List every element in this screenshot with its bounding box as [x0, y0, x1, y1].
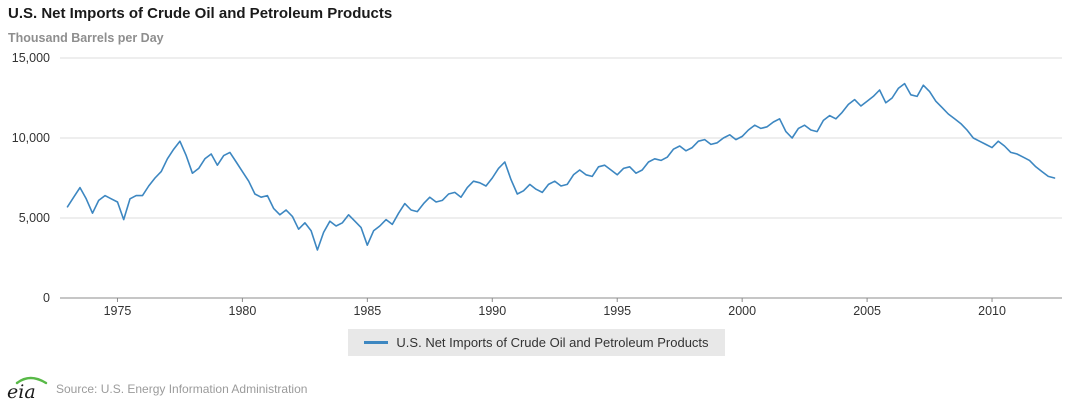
chart-y-axis-units-label: Thousand Barrels per Day [8, 31, 164, 45]
chart-title: U.S. Net Imports of Crude Oil and Petrol… [8, 5, 393, 22]
svg-text:1980: 1980 [229, 304, 257, 318]
eia-logo-icon: eia [7, 376, 48, 403]
svg-text:15,000: 15,000 [12, 51, 50, 65]
legend-label: U.S. Net Imports of Crude Oil and Petrol… [396, 335, 709, 350]
svg-text:2005: 2005 [853, 304, 881, 318]
svg-text:1985: 1985 [353, 304, 381, 318]
svg-text:1990: 1990 [478, 304, 506, 318]
source-attribution: Source: U.S. Energy Information Administ… [56, 382, 308, 396]
svg-text:1995: 1995 [603, 304, 631, 318]
footer: eia Source: U.S. Energy Information Admi… [6, 374, 307, 404]
line-chart-plot-area: 0 5,000 10,000 15,000 1975 1980 1985 1990 1995 20… [12, 51, 1062, 318]
eia-logo-text: eia [7, 381, 36, 403]
svg-text:5,000: 5,000 [19, 211, 50, 225]
svg-text:1975: 1975 [104, 304, 132, 318]
svg-text:10,000: 10,000 [12, 131, 50, 145]
legend-line-swatch [364, 341, 389, 344]
legend-row: U.S. Net Imports of Crude Oil and Petrol… [0, 329, 1073, 356]
svg-text:2000: 2000 [728, 304, 756, 318]
svg-text:2010: 2010 [978, 304, 1006, 318]
legend: U.S. Net Imports of Crude Oil and Petrol… [348, 329, 725, 356]
svg-text:0: 0 [43, 291, 50, 305]
